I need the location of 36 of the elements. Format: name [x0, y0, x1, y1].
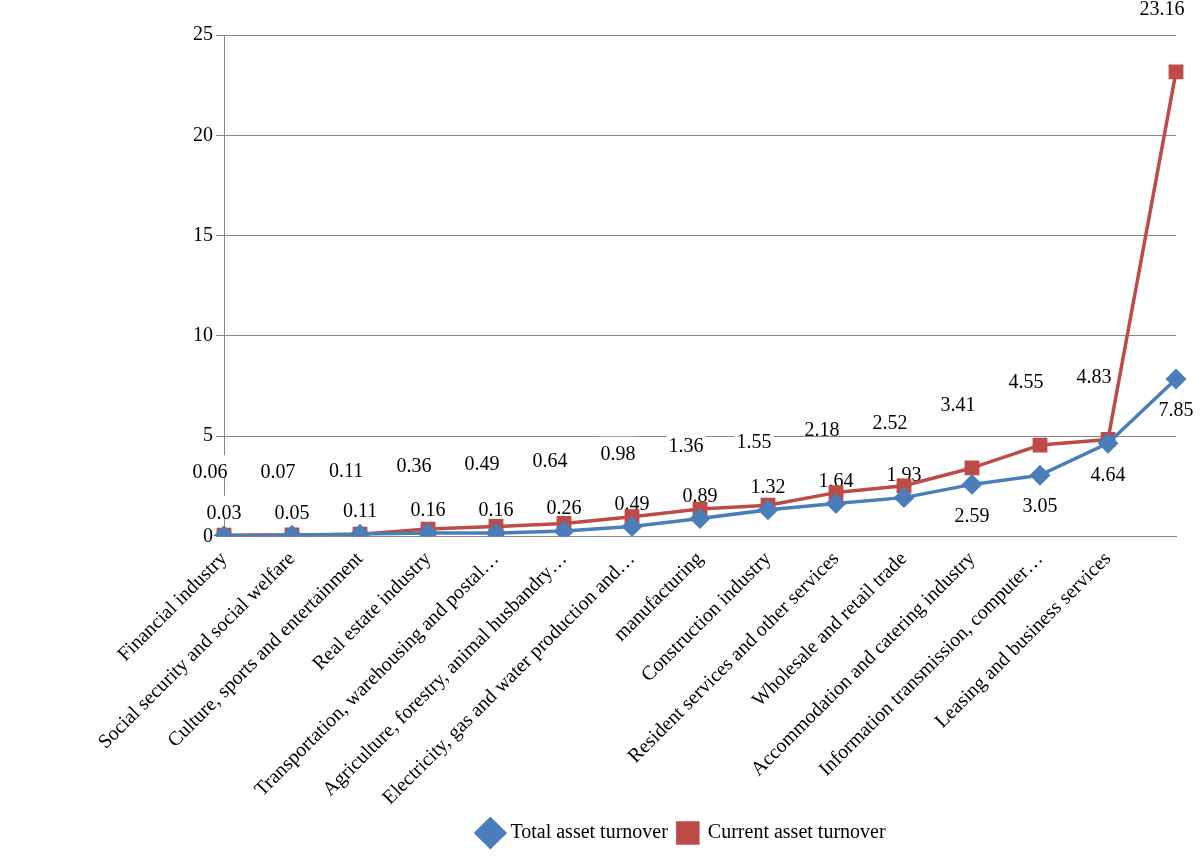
- data-label: 0.11: [342, 499, 378, 522]
- data-label: 0.16: [410, 498, 446, 521]
- data-label: 4.55: [1008, 370, 1044, 393]
- y-tick-label: 10: [193, 323, 213, 346]
- data-label: 2.59: [954, 503, 990, 526]
- y-tick-label: 5: [203, 423, 213, 446]
- data-label: 0.49: [464, 451, 500, 474]
- data-label: 0.06: [192, 460, 228, 483]
- data-label: 0.03: [206, 500, 242, 523]
- data-label: 0.05: [274, 500, 310, 523]
- data-label: 1.55: [736, 430, 772, 453]
- data-label: 2.52: [872, 411, 908, 434]
- y-tick-label: 15: [193, 222, 213, 245]
- legend-label: Total asset turnover: [510, 820, 669, 843]
- data-label: 0.98: [600, 441, 636, 464]
- data-label: 3.05: [1022, 494, 1058, 517]
- data-label: 0.89: [682, 483, 718, 506]
- data-label: 0.16: [478, 498, 514, 521]
- data-label: 0.07: [260, 460, 296, 483]
- data-label: 7.85: [1158, 398, 1194, 421]
- data-label: 4.83: [1076, 364, 1112, 387]
- y-tick-label: 25: [193, 22, 213, 45]
- data-label: 3.41: [940, 393, 976, 416]
- legend-label: Current asset turnover: [707, 820, 886, 843]
- data-label: 0.26: [546, 496, 582, 519]
- data-label: 4.64: [1090, 462, 1126, 485]
- data-label: 1.36: [668, 434, 704, 457]
- y-tick-label: 0: [203, 523, 213, 546]
- data-label: 1.32: [750, 475, 786, 498]
- data-label: 0.11: [328, 459, 364, 482]
- data-label: 23.16: [1139, 0, 1185, 20]
- data-label: 0.36: [396, 454, 432, 477]
- data-label: 0.64: [532, 448, 568, 471]
- y-tick-label: 20: [193, 122, 213, 145]
- data-label: 0.49: [614, 491, 650, 514]
- data-label: 2.18: [804, 417, 840, 440]
